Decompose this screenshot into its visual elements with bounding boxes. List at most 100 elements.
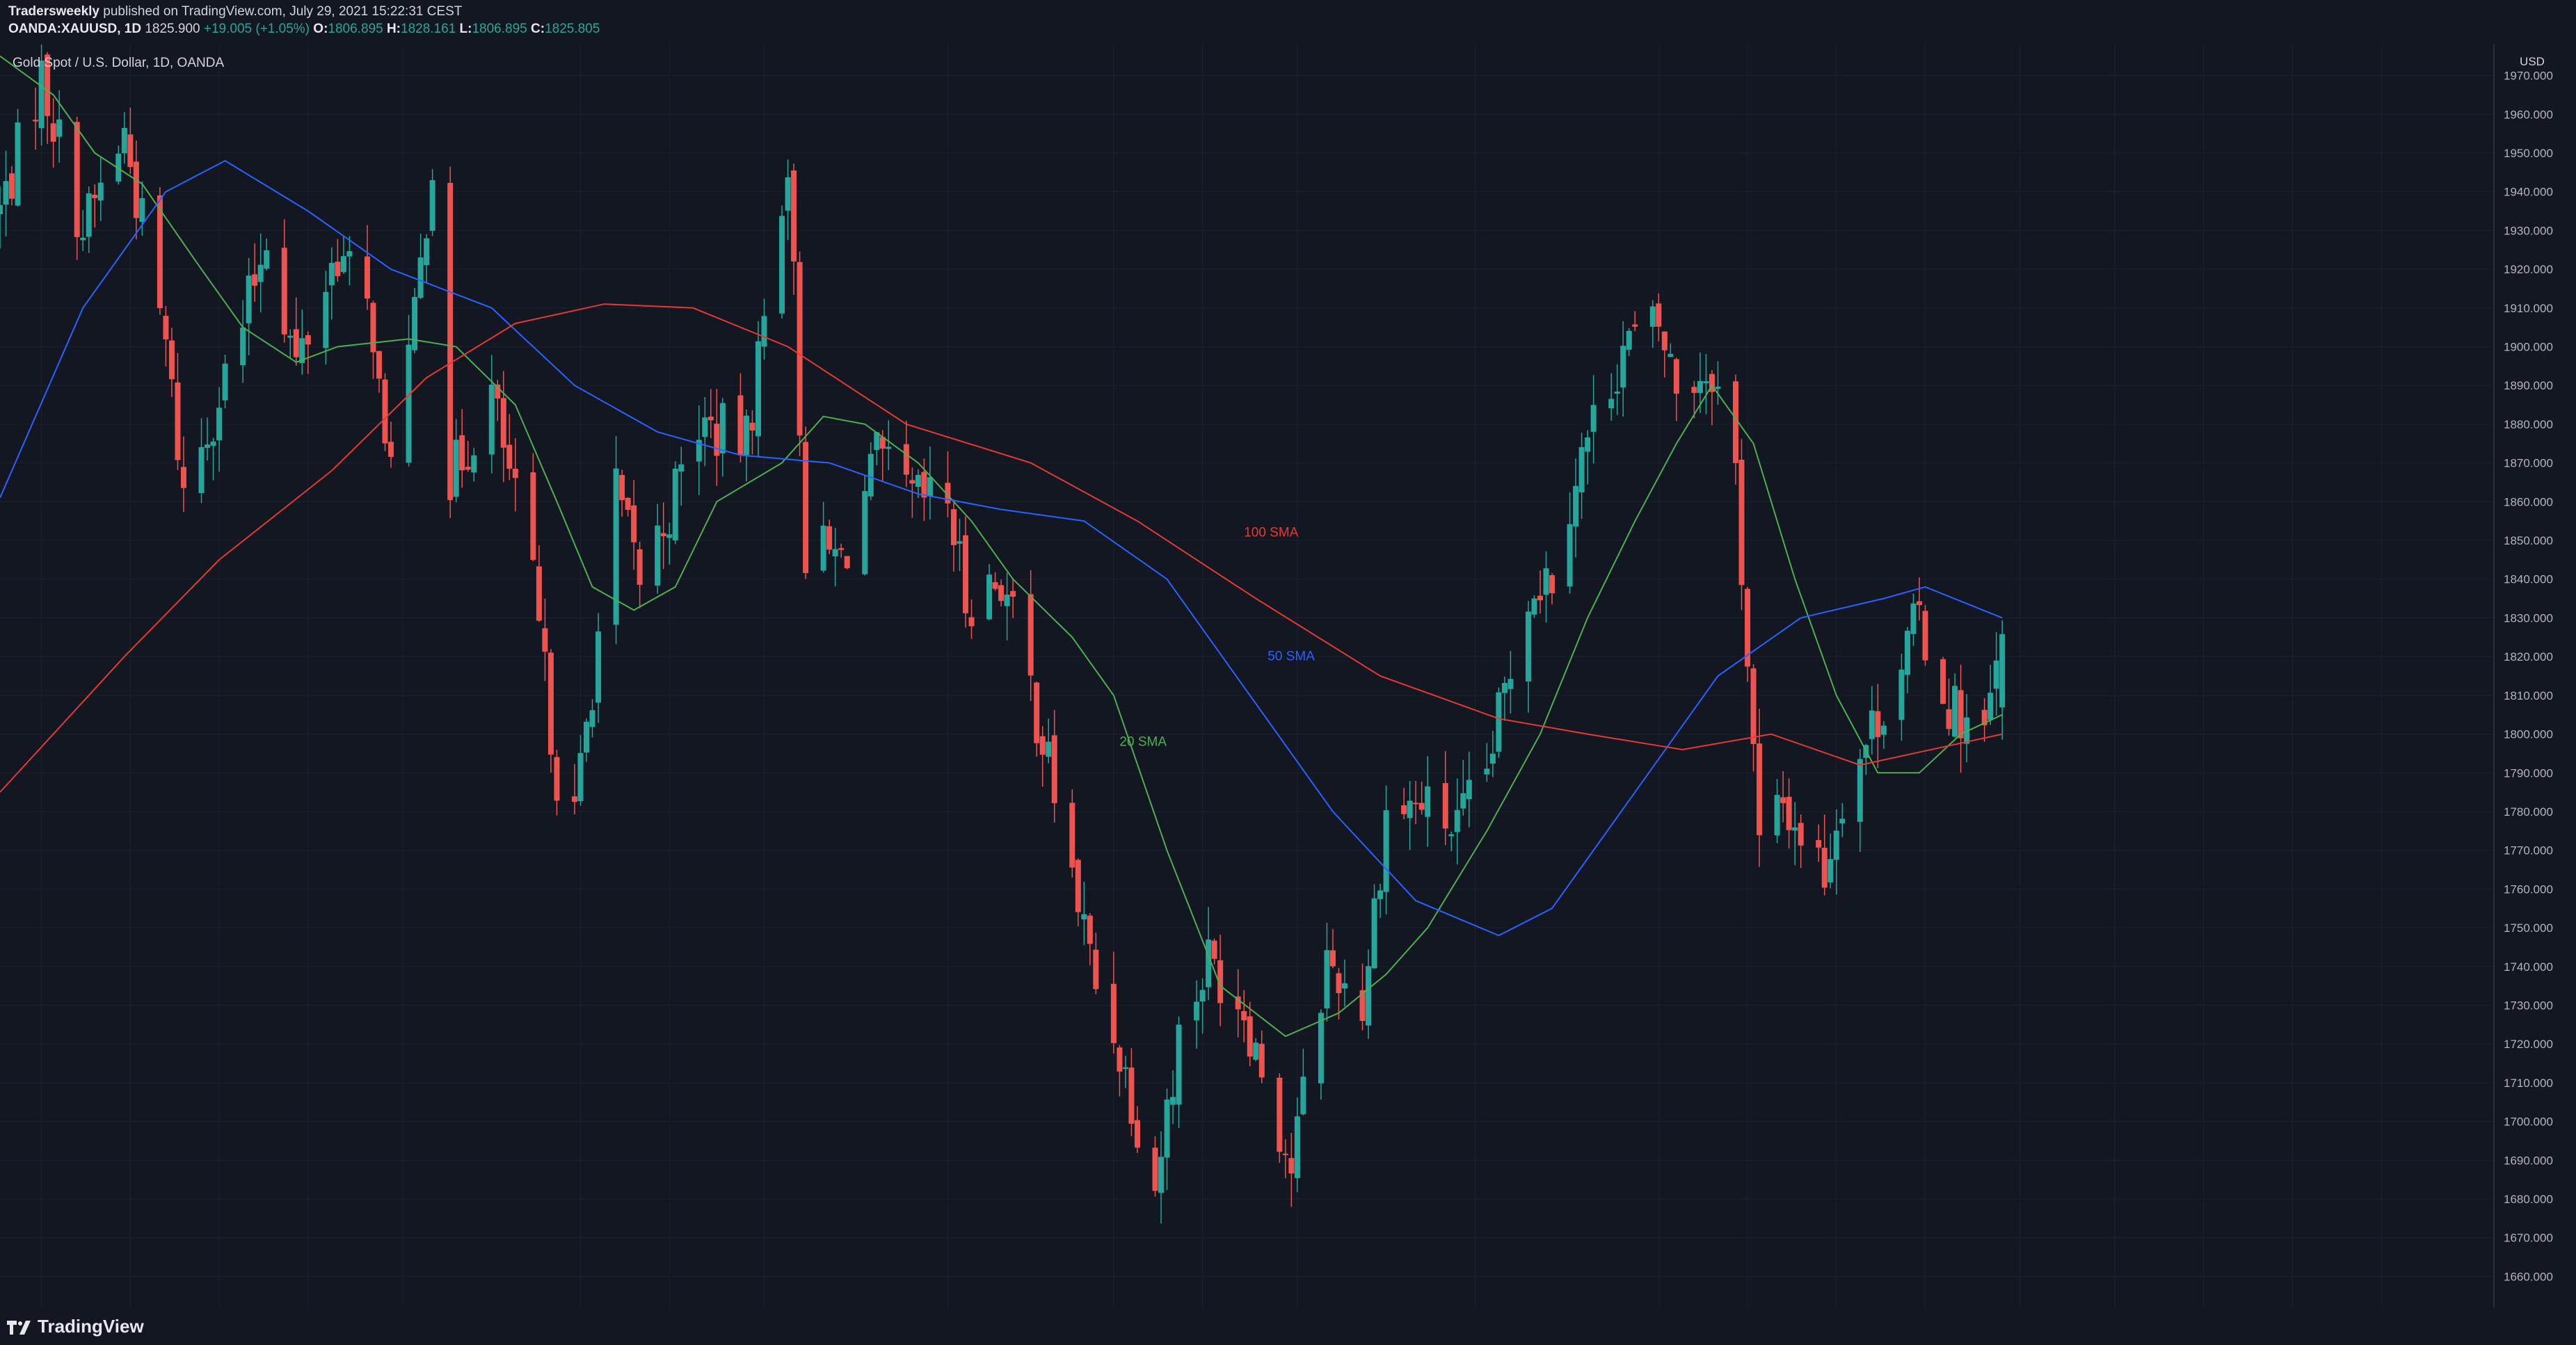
candle-body xyxy=(921,472,927,498)
candle-body xyxy=(1821,848,1827,888)
low-label: L: xyxy=(459,22,472,36)
candle-body xyxy=(1910,603,1917,634)
candle-body xyxy=(1158,1157,1165,1193)
candle-body xyxy=(293,329,299,357)
candle-body xyxy=(417,257,424,298)
candle-body xyxy=(281,248,287,335)
candle-body xyxy=(74,122,80,237)
candle-body xyxy=(577,752,584,801)
candle-body xyxy=(826,526,833,550)
candle-body xyxy=(1958,690,1964,739)
candle-body xyxy=(1277,1077,1283,1152)
candle-body xyxy=(678,464,685,472)
candle-body xyxy=(1093,949,1099,990)
candle-body xyxy=(867,453,874,497)
candle-body xyxy=(1069,803,1075,868)
chart-title: Gold Spot / U.S. Dollar, 1D, OANDA xyxy=(13,56,224,70)
candle-body xyxy=(1371,898,1377,969)
symbol-label[interactable]: OANDA:XAUUSD, 1D xyxy=(8,22,142,36)
price-tick-label: 1830.000 xyxy=(2504,611,2553,625)
candle-body xyxy=(210,441,216,446)
candle-body xyxy=(1875,711,1881,737)
candle-body xyxy=(1401,805,1407,814)
candle-body xyxy=(1757,743,1763,835)
candle-body xyxy=(1211,940,1217,959)
symbol-info: OANDA:XAUUSD, 1D 1825.900 +19.005 (+1.05… xyxy=(8,22,600,37)
price-tick-label: 1800.000 xyxy=(2504,728,2553,741)
candle-body xyxy=(1294,1116,1300,1178)
tradingview-logo[interactable]: TradingView xyxy=(7,1316,144,1337)
candle-body xyxy=(1946,709,1952,730)
candle-body xyxy=(672,468,678,540)
candle-body xyxy=(862,491,868,574)
candle-body xyxy=(1206,940,1212,988)
candle-body xyxy=(1194,1001,1200,1021)
candle-body xyxy=(1738,460,1745,586)
candle-body xyxy=(874,432,880,450)
candle-body xyxy=(97,182,104,201)
candle-body xyxy=(1507,679,1514,689)
candle-body xyxy=(1697,380,1703,393)
candle-body xyxy=(257,264,264,282)
candle-body xyxy=(1359,990,1366,1021)
candle-body xyxy=(625,497,631,510)
candle-body xyxy=(530,472,536,561)
candle-body xyxy=(589,710,595,727)
publish-info: Tradersweekly published on TradingView.c… xyxy=(8,4,462,19)
candle-body xyxy=(909,480,915,484)
price-axis[interactable]: 1660.000 1670.000 1680.000 1690.000 1700.000… xyxy=(2504,70,2553,1284)
candle-body xyxy=(1235,996,1241,1010)
candle-body xyxy=(1484,768,1490,775)
chart-header: Tradersweekly published on TradingView.c… xyxy=(0,0,2576,45)
candle-body xyxy=(1733,381,1739,463)
candle-body xyxy=(1366,966,1372,1026)
candle-body xyxy=(1128,1068,1135,1124)
candle-body xyxy=(584,721,590,753)
candle-body xyxy=(666,534,673,538)
candle-body xyxy=(886,446,892,449)
candle-body xyxy=(9,173,15,199)
candle-body xyxy=(1122,1067,1128,1069)
candle-body xyxy=(1585,437,1591,452)
candle-body xyxy=(1170,1097,1176,1105)
candle-body xyxy=(121,127,127,154)
candle-body xyxy=(1253,1042,1259,1060)
candle-body xyxy=(453,440,459,497)
candle-body xyxy=(536,566,542,621)
price-tick-label: 1970.000 xyxy=(2504,70,2553,83)
author-name[interactable]: Tradersweekly xyxy=(8,4,99,19)
candle-body xyxy=(1816,839,1822,848)
candle-body xyxy=(1117,1047,1123,1072)
candle-body xyxy=(797,261,803,436)
sma-line-100 xyxy=(0,303,2003,793)
candle-body xyxy=(992,582,998,589)
high-label: H: xyxy=(386,22,401,36)
candle-body xyxy=(1004,595,1010,606)
candle-body xyxy=(406,344,412,463)
candle-body xyxy=(1661,331,1667,351)
candle-body xyxy=(157,195,163,309)
candle-body xyxy=(998,585,1005,602)
candle-body xyxy=(1489,753,1496,764)
candle-body xyxy=(305,335,311,345)
candlestick-chart[interactable]: 100 SMA 50 SMA 20 SMA 1660.000 1670.000 1680… xyxy=(0,45,2576,1307)
candle-body xyxy=(1993,660,1999,689)
price-tick-label: 1690.000 xyxy=(2504,1154,2553,1167)
candle-body xyxy=(335,261,341,277)
candle-body xyxy=(1614,392,1620,394)
candle-body xyxy=(1288,1158,1295,1174)
price-tick-label: 1860.000 xyxy=(2504,495,2553,508)
close-value: 1825.805 xyxy=(545,22,600,36)
candle-body xyxy=(1027,594,1034,676)
candle-body xyxy=(1537,595,1544,601)
candle-body xyxy=(761,316,767,347)
price-tick-label: 1890.000 xyxy=(2504,379,2553,392)
candle-body xyxy=(346,251,353,257)
candle-body xyxy=(465,467,471,470)
candle-body xyxy=(1632,324,1638,327)
candle-body xyxy=(495,384,501,399)
candle-body xyxy=(15,122,21,206)
candle-body xyxy=(1413,803,1419,805)
sma-label: 100 SMA xyxy=(1244,525,1298,540)
candle-body xyxy=(1904,630,1910,675)
